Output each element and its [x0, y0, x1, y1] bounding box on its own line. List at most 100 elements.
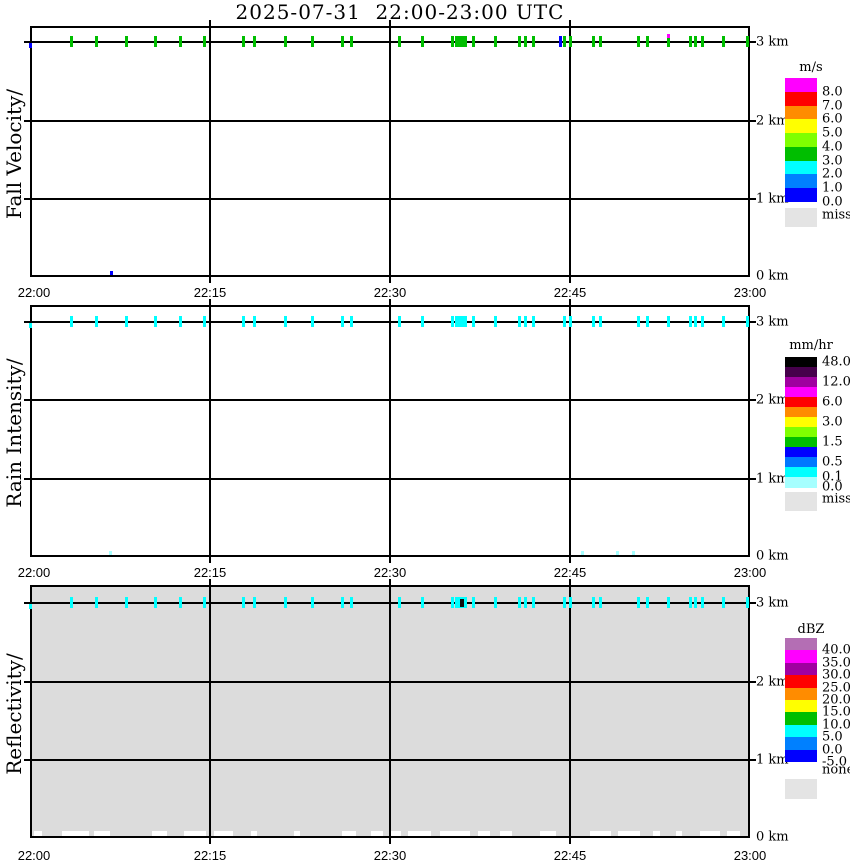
gridline-time: [569, 585, 571, 838]
time-label: 22:30: [373, 565, 407, 580]
legend-value-label: 6.0: [822, 394, 843, 410]
surface-gap: [342, 831, 357, 836]
echo-mark: [311, 36, 315, 47]
echo-mark: [397, 315, 401, 327]
tick-top: [569, 299, 571, 305]
legend-swatch: [785, 160, 817, 175]
echo-mark: [701, 315, 705, 327]
echo-mark: [722, 36, 726, 47]
height-label: 1 km: [756, 471, 789, 486]
tick-left: [24, 320, 30, 323]
surface-gap: [391, 831, 401, 836]
legend-missing-label: none: [822, 762, 850, 778]
gridline-time: [389, 26, 391, 277]
surface-gap: [183, 831, 207, 836]
tick-bottom: [209, 277, 211, 283]
echo-mark: [95, 36, 99, 47]
echo-mark: [693, 315, 697, 327]
legend-swatch: [785, 174, 817, 189]
legend-swatch: [785, 662, 817, 676]
surface-gap: [294, 831, 300, 836]
echo-mark: [493, 315, 497, 327]
echo-mark: [746, 315, 750, 327]
legend-swatch: [785, 737, 817, 751]
surface-gap: [699, 831, 720, 836]
surface-gap: [408, 831, 431, 836]
echo-mark: [591, 315, 595, 327]
legend-swatch: [785, 427, 817, 438]
echo-mark: [666, 36, 670, 47]
legend-value-label: 1.0: [822, 180, 843, 196]
echo-mark: [636, 36, 640, 47]
surface-dot: [108, 551, 112, 555]
time-label: 23:00: [733, 565, 767, 580]
echo-cluster-core: [459, 599, 464, 607]
height-label: 2 km: [756, 674, 789, 689]
tick-bottom: [209, 557, 211, 563]
echo-mark: [599, 36, 603, 47]
echo-mark: [666, 597, 670, 608]
echo-mark: [563, 597, 567, 608]
echo-mark: [523, 36, 527, 47]
legend-value-label: 1.5: [822, 434, 843, 450]
gridline-time: [569, 305, 571, 557]
tick-bottom: [569, 557, 571, 563]
legend-swatch: [785, 447, 817, 458]
echo-mark: [722, 597, 726, 608]
time-label: 22:45: [553, 285, 587, 300]
tick-left: [24, 477, 30, 480]
echo-mark: [125, 36, 129, 47]
echo-mark: [341, 597, 345, 608]
echo-mark-below: [29, 322, 33, 328]
surface-gap: [440, 831, 471, 836]
time-label: 22:30: [373, 848, 407, 863]
tick-top: [389, 20, 391, 26]
echo-mark-below: [29, 604, 33, 609]
legend-swatch: [785, 675, 817, 689]
echo-mark: [636, 597, 640, 608]
tick-right: [750, 602, 756, 604]
tick-top: [389, 579, 391, 585]
tick-top: [389, 299, 391, 305]
echo-mark: [153, 597, 157, 608]
legend-swatch: [785, 91, 817, 107]
echo-mark: [591, 36, 595, 47]
gridline-time: [389, 305, 391, 557]
height-label: 2 km: [756, 392, 789, 408]
legend-value-label: -5.0: [822, 754, 848, 770]
echo-mark: [179, 36, 183, 47]
legend-value-label: 0.5: [822, 454, 843, 470]
echo-mark: [569, 36, 573, 47]
surface-gap: [590, 831, 611, 836]
echo-mark: [420, 597, 424, 608]
legend-value-label: 0.1: [822, 469, 843, 485]
echo-mark: [252, 597, 256, 608]
legend-value-label: 25.0: [822, 680, 850, 696]
legend-missing-label: miss: [822, 491, 850, 507]
echo-mark: [69, 597, 73, 608]
legend-swatch: [785, 387, 817, 398]
echo-mark: [636, 315, 640, 327]
legend-value-label: 3.0: [822, 153, 843, 169]
echo-mark: [153, 315, 157, 327]
surface-gap: [152, 831, 167, 836]
surface-gap: [370, 831, 383, 836]
legend-swatch: [785, 437, 817, 448]
tick-right: [750, 399, 756, 401]
gridline-time: [569, 26, 571, 277]
tick-top: [569, 20, 571, 26]
figure-title: 2025-07-31 22:00-23:00 UTC: [235, 0, 565, 24]
echo-mark: [153, 36, 157, 47]
echo-mark: [69, 36, 73, 47]
legend-value-label: 10.0: [822, 717, 850, 733]
surface-gap: [213, 831, 233, 836]
echo-mark: [569, 315, 573, 327]
legend-value-label: 40.0: [822, 642, 850, 658]
legend-swatch: [785, 417, 817, 428]
height-label: 0 km: [756, 829, 789, 845]
echo-mark: [450, 597, 454, 608]
echo-mark: [471, 36, 475, 47]
echo-mark: [493, 36, 497, 47]
time-label: 22:45: [553, 848, 587, 863]
